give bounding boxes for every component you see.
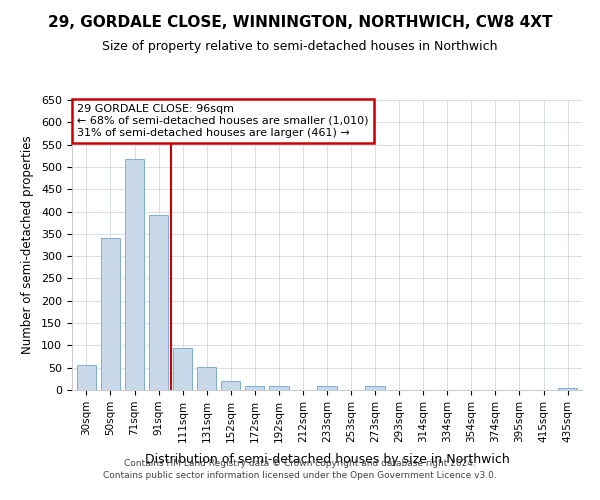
Bar bbox=[149, 214, 168, 390]
Text: 29 GORDALE CLOSE: 96sqm
← 68% of semi-detached houses are smaller (1,010)
31% of: 29 GORDALE CLOSE: 96sqm ← 68% of semi-de… bbox=[77, 104, 368, 138]
Bar bbox=[77, 364, 96, 390]
Bar bbox=[558, 388, 577, 390]
Bar bbox=[125, 159, 144, 390]
Text: Size of property relative to semi-detached houses in Northwich: Size of property relative to semi-detach… bbox=[102, 40, 498, 53]
Bar bbox=[221, 380, 241, 390]
Bar bbox=[317, 386, 337, 390]
Bar bbox=[269, 386, 289, 390]
Text: 29, GORDALE CLOSE, WINNINGTON, NORTHWICH, CW8 4XT: 29, GORDALE CLOSE, WINNINGTON, NORTHWICH… bbox=[48, 15, 552, 30]
Bar bbox=[173, 348, 192, 390]
Bar bbox=[101, 238, 120, 390]
Y-axis label: Number of semi-detached properties: Number of semi-detached properties bbox=[21, 136, 34, 354]
Bar bbox=[365, 386, 385, 390]
Bar bbox=[245, 386, 265, 390]
Text: Contains HM Land Registry data © Crown copyright and database right 2024.
Contai: Contains HM Land Registry data © Crown c… bbox=[103, 458, 497, 480]
X-axis label: Distribution of semi-detached houses by size in Northwich: Distribution of semi-detached houses by … bbox=[145, 453, 509, 466]
Bar bbox=[197, 367, 217, 390]
